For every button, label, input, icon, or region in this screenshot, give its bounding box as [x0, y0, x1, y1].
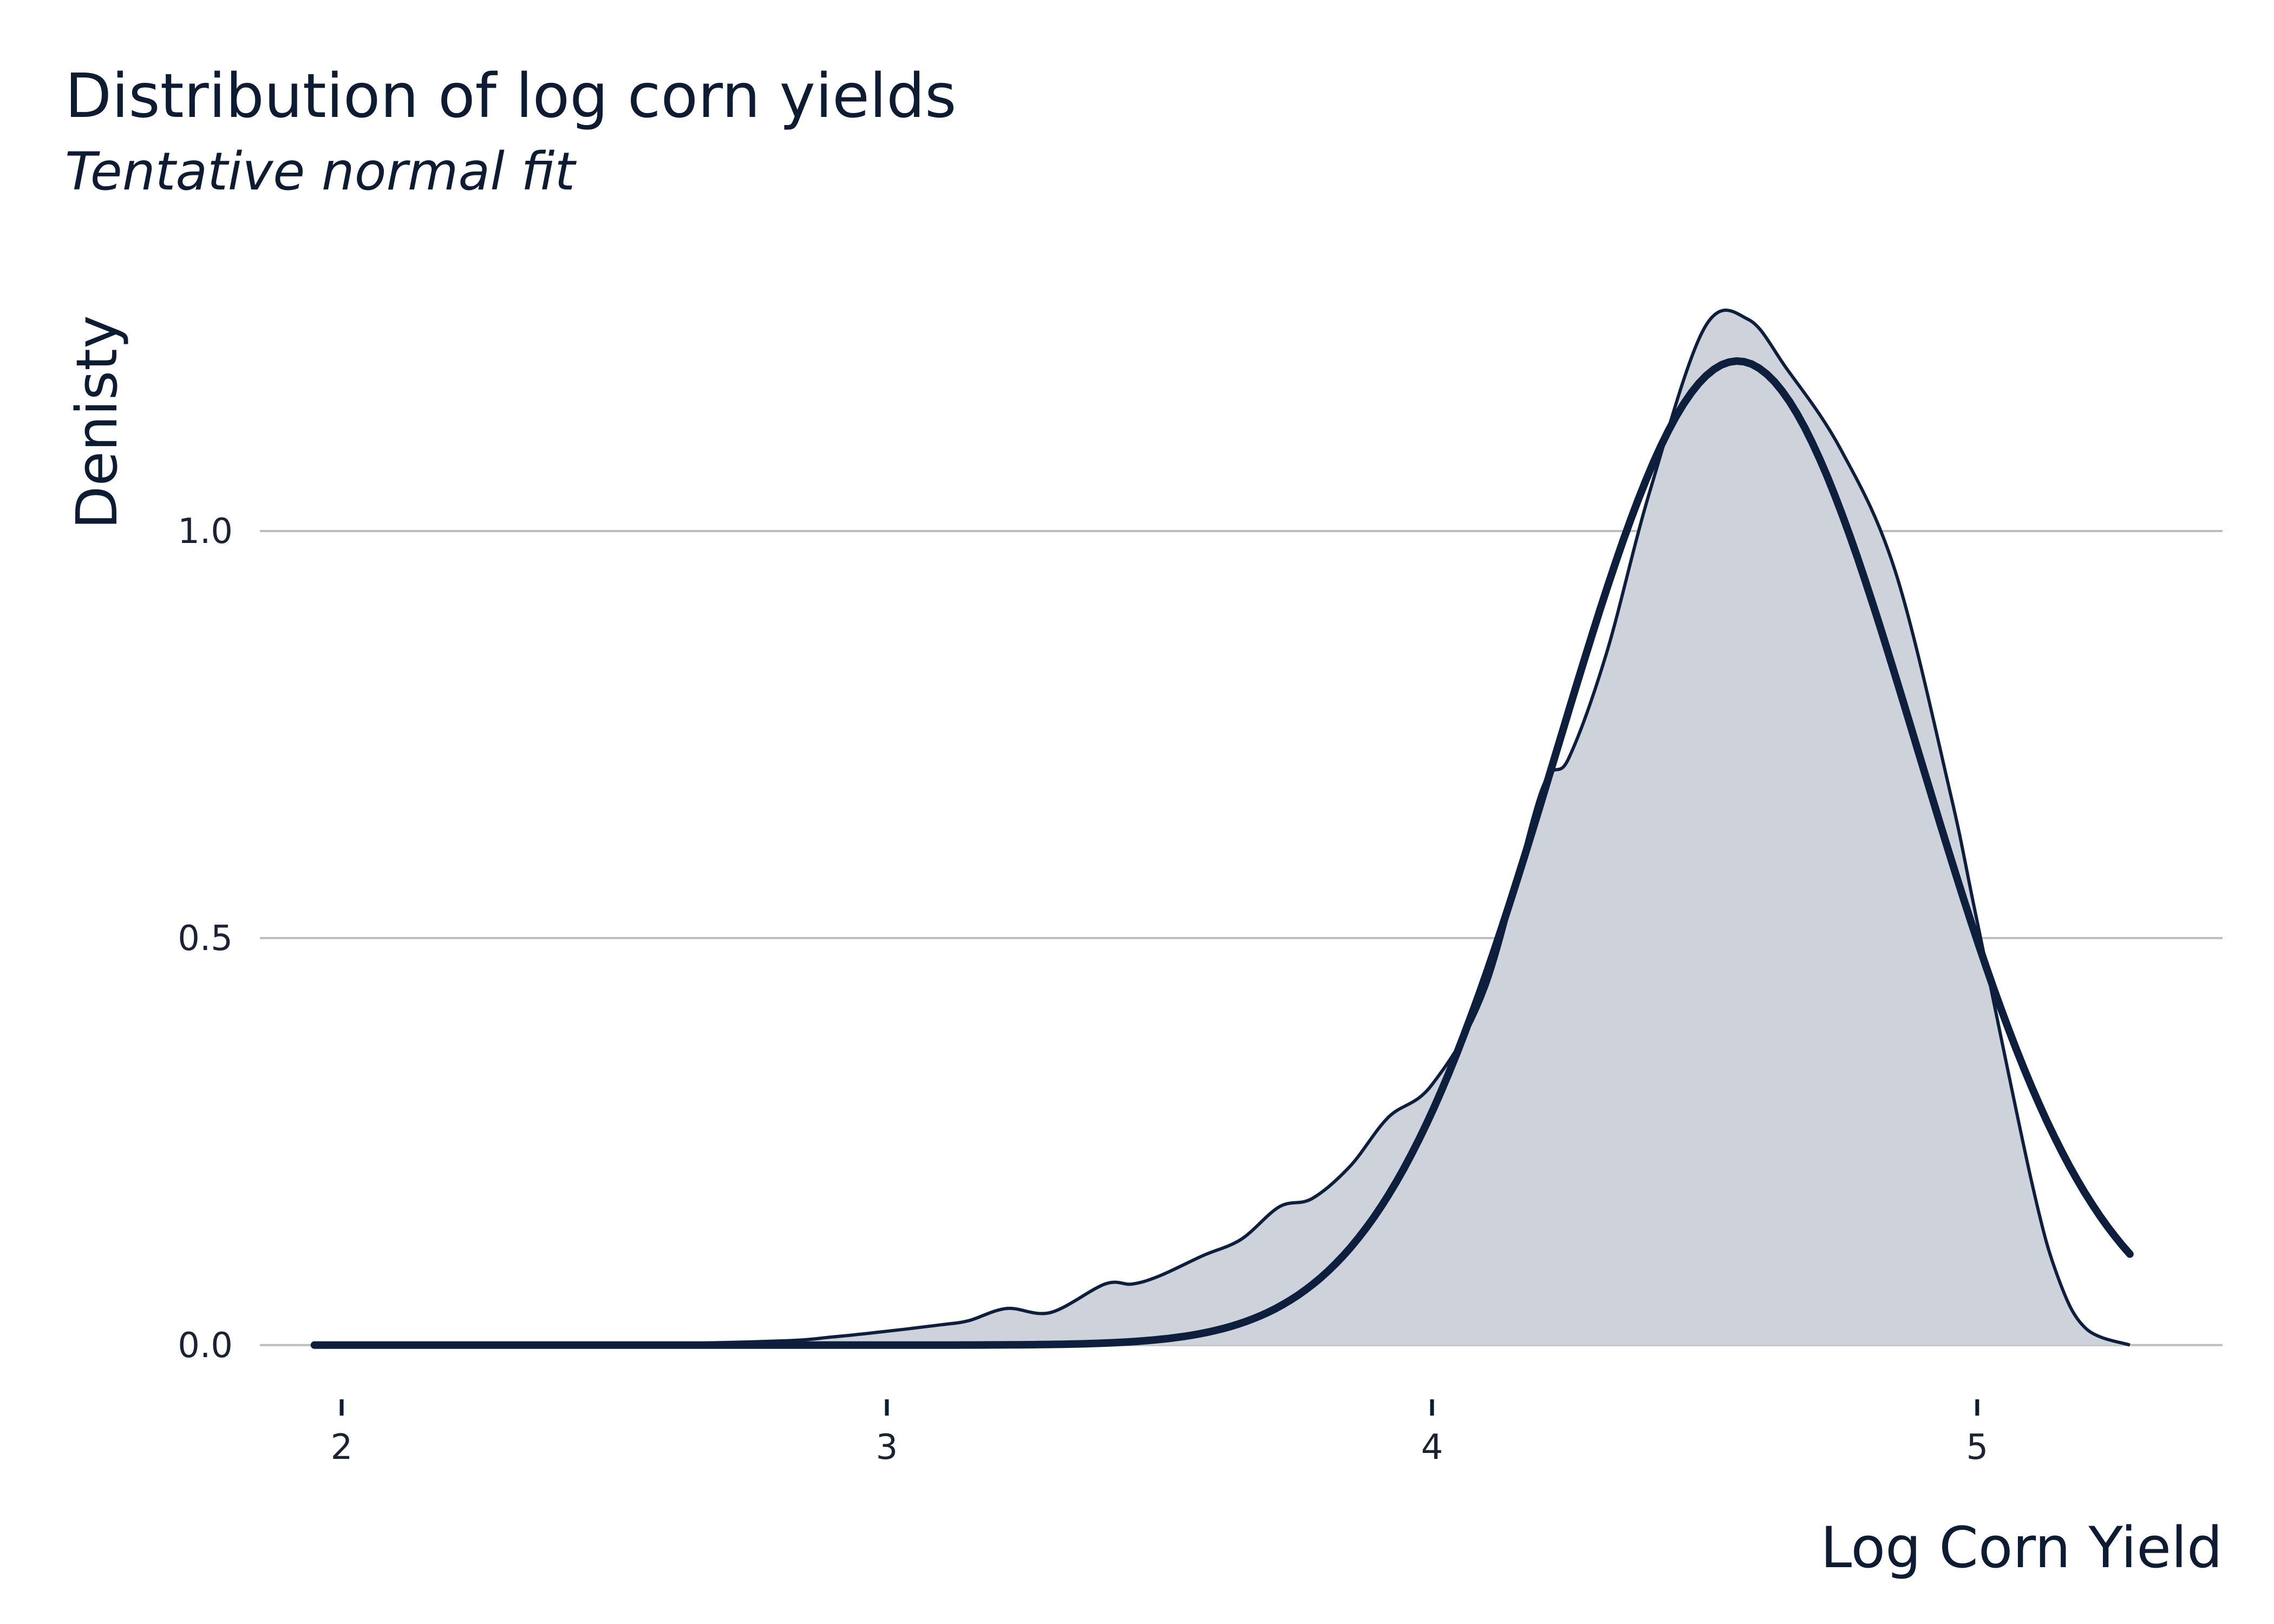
- y-tick-label: 1.0: [178, 512, 233, 552]
- normal-fit-curve: [310, 357, 2134, 1349]
- y-tick-labels: 0.0 0.5 1.0: [178, 512, 233, 1366]
- x-tick-label: 4: [1421, 1427, 1443, 1468]
- x-axis-title: Log Corn Yield: [1820, 1515, 2223, 1581]
- chart-title: Distribution of log corn yields: [65, 61, 957, 132]
- x-tick-label: 3: [876, 1427, 898, 1468]
- chart-subtitle: Tentative normal fit: [65, 141, 577, 202]
- x-tick-label: 5: [1966, 1427, 1989, 1468]
- x-tick-label: 2: [331, 1427, 353, 1468]
- x-axis-ticks: 2 3 4 5: [331, 1399, 1989, 1468]
- y-tick-label: 0.0: [178, 1326, 233, 1366]
- series-layer: [310, 309, 2134, 1349]
- y-tick-label: 0.5: [178, 919, 233, 959]
- y-axis-title: Denisty: [64, 315, 130, 529]
- density-area: [314, 310, 2130, 1345]
